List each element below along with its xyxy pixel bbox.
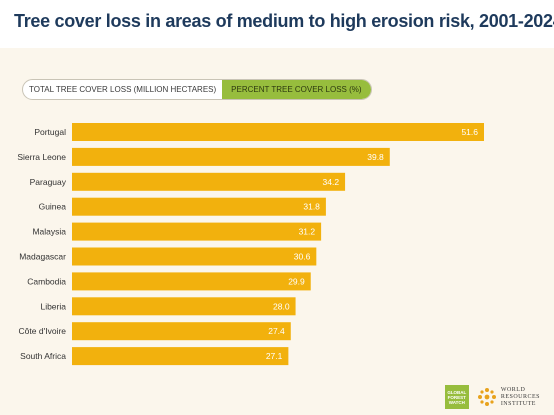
category-label: Liberia [40, 301, 66, 311]
bar[interactable] [72, 322, 291, 341]
wri-emblem-icon [477, 388, 496, 406]
bar[interactable] [72, 347, 289, 366]
category-label: Paraguay [30, 177, 67, 187]
wri-logo[interactable]: WORLD RESOURCES INSTITUTE [477, 387, 540, 408]
category-label: South Africa [20, 351, 66, 361]
bar-value-label: 27.1 [266, 351, 283, 361]
category-label: Malaysia [32, 227, 66, 237]
bar-value-label: 39.8 [367, 152, 384, 162]
bar[interactable] [72, 297, 296, 316]
gfw-logo-line: GLOBAL [447, 389, 467, 395]
metric-toggle[interactable]: TOTAL TREE COVER LOSS (MILLION HECTARES)… [22, 79, 372, 100]
toggle-total-loss[interactable]: TOTAL TREE COVER LOSS (MILLION HECTARES) [29, 85, 217, 94]
toggle-percent-loss[interactable]: PERCENT TREE COVER LOSS (%) [222, 80, 371, 99]
category-label: Guinea [39, 202, 67, 212]
bar-value-label: 34.2 [323, 177, 340, 187]
bar-value-label: 28.0 [273, 301, 290, 311]
category-label: Madagascar [19, 252, 66, 262]
category-label: Cambodia [27, 276, 66, 286]
wri-wordmark-line: WORLD [500, 386, 526, 393]
bar[interactable] [72, 123, 484, 141]
bar[interactable] [72, 172, 346, 191]
category-label: Portugal [34, 127, 66, 137]
bar[interactable] [72, 222, 322, 241]
chart-title: Tree cover loss in areas of medium to hi… [14, 11, 554, 31]
bar[interactable] [72, 197, 326, 216]
bar-value-label: 29.9 [288, 276, 305, 286]
bar[interactable] [72, 247, 317, 266]
wri-wordmark-line: INSTITUTE [500, 400, 536, 407]
bar-chart: Portugal 51.6 Sierra Leone 39.8 Paraguay 34.2… [17, 123, 484, 366]
footer-logos: GLOBAL FOREST WATCH WORLD [444, 385, 540, 409]
gfw-logo-line: WATCH [448, 399, 465, 405]
bar-value-label: 31.2 [299, 227, 316, 237]
wri-wordmark: WORLD RESOURCES INSTITUTE [501, 387, 540, 408]
bar-value-label: 30.6 [294, 252, 311, 262]
bar[interactable] [72, 272, 311, 291]
bar-value-label: 51.6 [461, 127, 478, 137]
category-label: Côte d'Ivoire [19, 326, 67, 336]
category-label: Sierra Leone [17, 152, 66, 162]
bar-value-label: 31.8 [303, 202, 320, 212]
gfw-logo-line: FOREST [447, 394, 466, 400]
wri-wordmark-line: RESOURCES [500, 393, 540, 400]
bar[interactable] [72, 147, 390, 166]
bar-value-label: 27.4 [268, 326, 285, 336]
global-forest-watch-logo[interactable]: GLOBAL FOREST WATCH [444, 385, 469, 409]
